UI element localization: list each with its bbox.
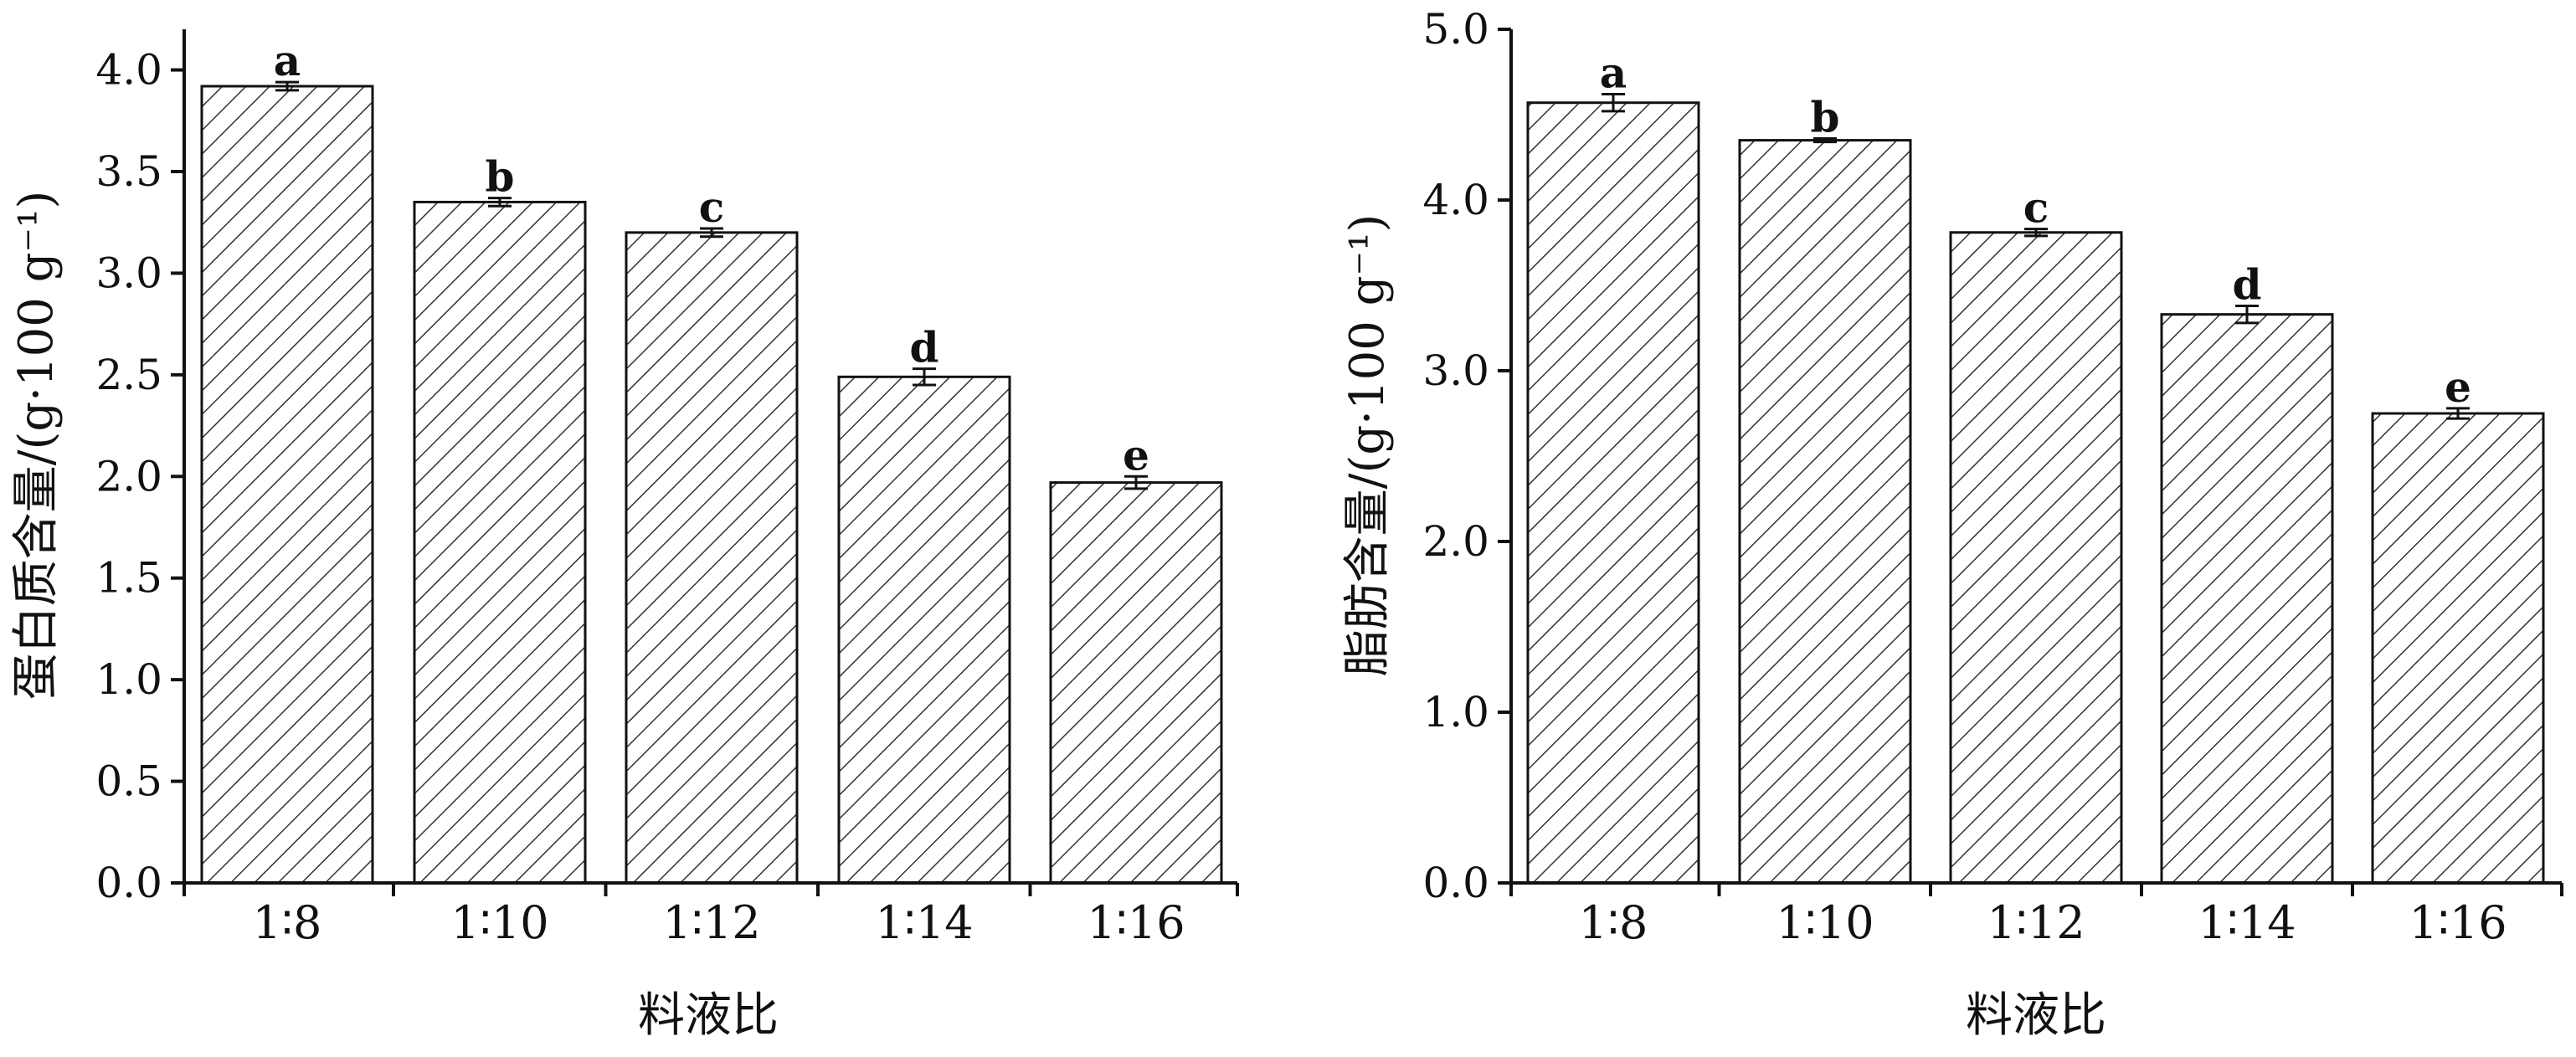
protein-category-label: 1∶16 <box>1087 896 1185 949</box>
protein-significance-label: c <box>699 182 724 232</box>
protein-y-axis-title: 蛋白质含量/(g·100 g⁻¹) <box>9 191 64 700</box>
fat-y-tick-label: 3.0 <box>1422 346 1489 395</box>
protein-bar <box>413 200 587 885</box>
fat-y-axis-title: 脂肪含量/(g·100 g⁻¹) <box>1340 214 1395 677</box>
fat-significance-label: c <box>2023 183 2049 233</box>
fat-y-tick-label: 4.0 <box>1422 176 1489 224</box>
protein-bar <box>200 85 374 885</box>
protein-y-tick-label: 0.5 <box>95 757 162 806</box>
fat-significance-label: a <box>1600 49 1627 98</box>
protein-y-tick-label: 1.0 <box>95 655 162 704</box>
fat-significance-label: b <box>1811 93 1840 142</box>
protein-y-tick-label: 2.5 <box>95 351 162 399</box>
protein-bar <box>625 231 799 885</box>
fat-category-label: 1∶8 <box>1579 896 1648 949</box>
fat-y-tick-label: 1.0 <box>1422 688 1489 736</box>
protein-bar-chart: 蛋白质含量/(g·100 g⁻¹) 料液比 a 1∶8 b 1∶10 c 1∶12 d 1∶1… <box>9 29 1239 1043</box>
fat-bar <box>2371 412 2545 885</box>
fat-bar <box>2160 313 2334 885</box>
protein-bar <box>1049 481 1223 885</box>
fat-category-label: 1∶14 <box>2198 896 2296 949</box>
protein-y-tick-label: 4.0 <box>95 46 162 95</box>
fat-bar <box>1949 231 2123 885</box>
protein-x-axis-title: 料液比 <box>638 988 779 1043</box>
protein-category-label: 1∶8 <box>253 896 322 949</box>
protein-category-label: 1∶10 <box>450 896 548 949</box>
protein-significance-label: b <box>486 152 515 202</box>
fat-y-tick-label: 0.0 <box>1422 859 1489 907</box>
fat-category-label: 1∶16 <box>2409 896 2507 949</box>
protein-category-label: 1∶12 <box>662 896 760 949</box>
fat-significance-label: e <box>2445 362 2471 412</box>
protein-y-tick-label: 1.5 <box>95 554 162 603</box>
fat-y-tick-label: 2.0 <box>1422 517 1489 566</box>
fat-category-label: 1∶12 <box>1987 896 2085 949</box>
fat-significance-label: d <box>2233 259 2262 309</box>
protein-significance-label: a <box>274 36 301 85</box>
fat-category-label: 1∶10 <box>1776 896 1874 949</box>
fat-bar <box>1738 139 1912 885</box>
fat-bar-chart: 脂肪含量/(g·100 g⁻¹) 料液比 a 1∶8 b 1∶10 c 1∶12 d 1∶14… <box>1340 5 2563 1043</box>
fat-bar <box>1526 101 1700 885</box>
protein-significance-label: e <box>1123 430 1149 480</box>
protein-y-tick-label: 0.0 <box>95 859 162 907</box>
fat-y-tick-label: 5.0 <box>1422 5 1489 54</box>
protein-y-tick-label: 2.0 <box>95 452 162 500</box>
protein-significance-label: d <box>910 323 939 372</box>
protein-category-label: 1∶14 <box>875 896 973 949</box>
protein-y-tick-label: 3.5 <box>95 147 162 196</box>
fat-x-axis-title: 料液比 <box>1966 988 2106 1043</box>
protein-bar <box>837 375 1011 885</box>
protein-y-tick-label: 3.0 <box>95 249 162 297</box>
